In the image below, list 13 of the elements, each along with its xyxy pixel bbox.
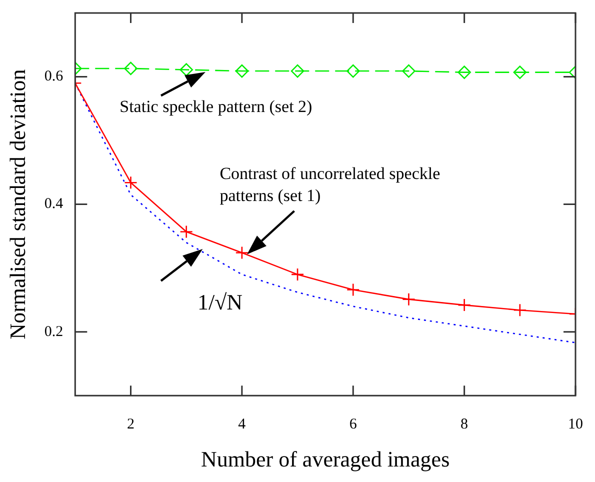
x-tick-label: 4 <box>238 416 246 433</box>
y-axis-title: Normalised standard deviation <box>4 69 30 340</box>
annotation: Static speckle pattern (set 2) <box>120 96 312 116</box>
annotation: 1/√N <box>197 290 243 315</box>
y-tick-label: 0.6 <box>44 68 64 85</box>
y-tick-label: 0.4 <box>44 196 64 212</box>
x-tick-label: 6 <box>349 416 358 433</box>
annotation: Contrast of uncorrelated speckle patterns (set 1) <box>220 164 440 205</box>
y-tick-label: 0.2 <box>44 324 64 340</box>
x-axis-title: Number of averaged images <box>201 446 450 472</box>
x-tick-label: 2 <box>126 416 134 433</box>
x-tick-label: 8 <box>460 416 468 433</box>
x-tick-label: 10 <box>568 416 583 433</box>
